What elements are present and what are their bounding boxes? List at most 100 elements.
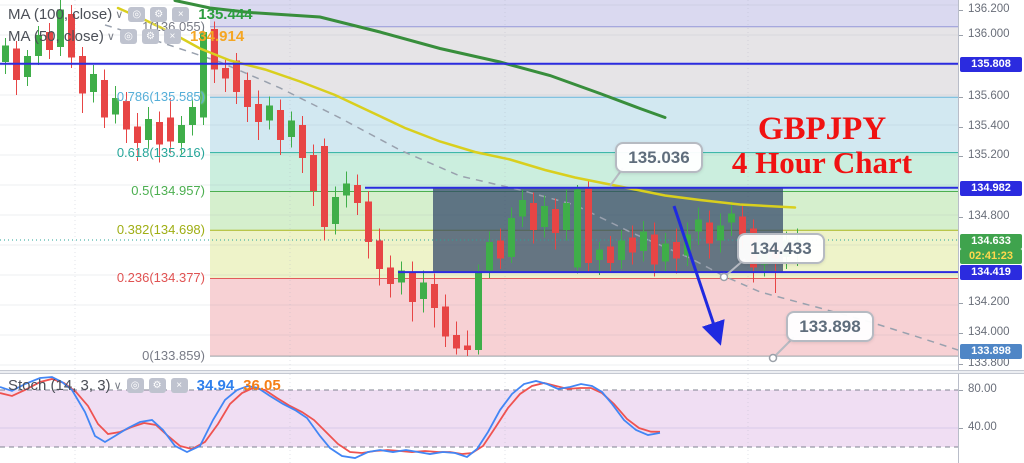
ma100-line[interactable] [173, 0, 667, 119]
candle-up [486, 241, 493, 271]
candle-down [255, 103, 262, 122]
candle-up [266, 105, 273, 121]
candle-down [233, 60, 240, 92]
candle-down [376, 240, 383, 269]
axis-tick-mark [959, 97, 963, 98]
ma50-legend-row: MA (50, close) ∨ ◎ ⚙ × 134.914 [8, 28, 244, 45]
price-tick-label: 134.800 [968, 210, 1010, 222]
axis-tick-mark [959, 217, 963, 218]
candle-up [2, 45, 9, 62]
axis-tick-mark [959, 35, 963, 36]
candle-down [629, 237, 636, 253]
candle-down [277, 109, 284, 140]
candle-down [299, 124, 306, 158]
candle-down [453, 334, 460, 349]
candle-down [530, 202, 537, 230]
candle-down [442, 306, 449, 337]
candle-up [90, 73, 97, 92]
fib-band [210, 0, 958, 27]
candle-up [717, 225, 724, 241]
chevron-down-icon[interactable]: ∨ [113, 380, 122, 392]
candle-up [57, 9, 64, 47]
price-axis-badge: 02:41:23 [960, 248, 1022, 264]
candle-down [739, 216, 746, 235]
close-icon[interactable]: × [163, 29, 181, 44]
candle-down [123, 100, 130, 130]
candle-up [662, 243, 669, 262]
visibility-icon[interactable]: ◎ [128, 7, 146, 22]
price-tick-label: 135.200 [968, 149, 1010, 161]
settings-icon[interactable]: ⚙ [150, 7, 168, 22]
ma50-line[interactable] [116, 6, 797, 209]
ma50-label: MA (50, close) [8, 28, 104, 45]
down-arrow-drawing[interactable] [672, 205, 725, 346]
ma100-label: MA (100, close) [8, 6, 113, 23]
fib-label: 0.5(134.957) [131, 183, 205, 199]
close-icon[interactable]: × [170, 378, 188, 393]
fib-label: 0(133.859) [142, 348, 205, 364]
settings-icon[interactable]: ⚙ [141, 29, 159, 44]
visibility-icon[interactable]: ◎ [119, 29, 137, 44]
visibility-icon[interactable]: ◎ [126, 378, 144, 393]
candle-down [431, 283, 438, 308]
fib-band [210, 97, 958, 153]
candle-down [211, 28, 218, 70]
candle-down [134, 126, 141, 143]
pane-separator[interactable] [0, 370, 1024, 374]
axis-tick-mark [959, 156, 963, 157]
stoch-pane [0, 374, 958, 463]
price-axis-badge: 134.982 [960, 180, 1022, 196]
candle-down [79, 55, 86, 94]
price-tick-label: 133.800 [968, 357, 1010, 369]
candle-down [651, 234, 658, 265]
candle-down [244, 79, 251, 107]
candle-down [585, 187, 592, 263]
candle-up [574, 189, 581, 268]
callout-anchor-dot[interactable] [768, 353, 778, 363]
title-timeframe: 4 Hour Chart [731, 144, 913, 180]
axis-tick-mark [959, 364, 963, 365]
price-callout-135-036[interactable]: 135.036 [615, 142, 703, 173]
candle-down [101, 79, 108, 118]
close-icon[interactable]: × [172, 7, 190, 22]
candle-down [497, 240, 504, 259]
axis-tick-mark [959, 390, 963, 391]
candle-up [178, 124, 185, 143]
settings-icon[interactable]: ⚙ [148, 378, 166, 393]
chevron-down-icon[interactable]: ∨ [106, 31, 115, 43]
chart-title: GBPJPY 4 Hour Chart [690, 112, 954, 180]
candle-up [35, 34, 42, 56]
candle-down [46, 31, 53, 50]
candle-up [563, 202, 570, 230]
candle-down [607, 246, 614, 263]
candle-up [640, 231, 647, 251]
candle-up [24, 55, 31, 77]
candle-up [288, 120, 295, 137]
candle-up [145, 118, 152, 140]
price-callout-133-898[interactable]: 133.898 [786, 311, 874, 342]
title-symbol: GBPJPY [757, 111, 887, 147]
price-tick-label: 80.00 [968, 383, 997, 395]
price-tick-label: 136.200 [968, 3, 1010, 15]
price-callout-134-433[interactable]: 134.433 [737, 233, 825, 264]
price-axis[interactable]: 136.200 136.000 135.600 135.400 135.200 134.8… [958, 0, 1024, 463]
candle-down [222, 67, 229, 79]
ma50-value: 134.914 [189, 28, 245, 45]
candle-down [365, 201, 372, 242]
candle-down [354, 184, 361, 203]
ma100-legend-row: MA (100, close) ∨ ◎ ⚙ × 135.444 [8, 6, 253, 23]
chevron-down-icon[interactable]: ∨ [115, 9, 124, 21]
callout-anchor-dot[interactable] [719, 272, 729, 282]
candle-up [189, 106, 196, 125]
ma100-value: 135.444 [198, 6, 253, 23]
candle-up [519, 199, 526, 217]
candle-down [68, 13, 75, 58]
fib-band [210, 152, 958, 192]
fib-label: 0.236(134.377) [116, 270, 205, 286]
candle-up [508, 217, 515, 257]
candle-down [673, 241, 680, 259]
stoch-label: Stoch (14, 3, 3) [8, 377, 111, 394]
candle-up [398, 270, 405, 283]
price-tick-label: 134.200 [968, 296, 1010, 308]
